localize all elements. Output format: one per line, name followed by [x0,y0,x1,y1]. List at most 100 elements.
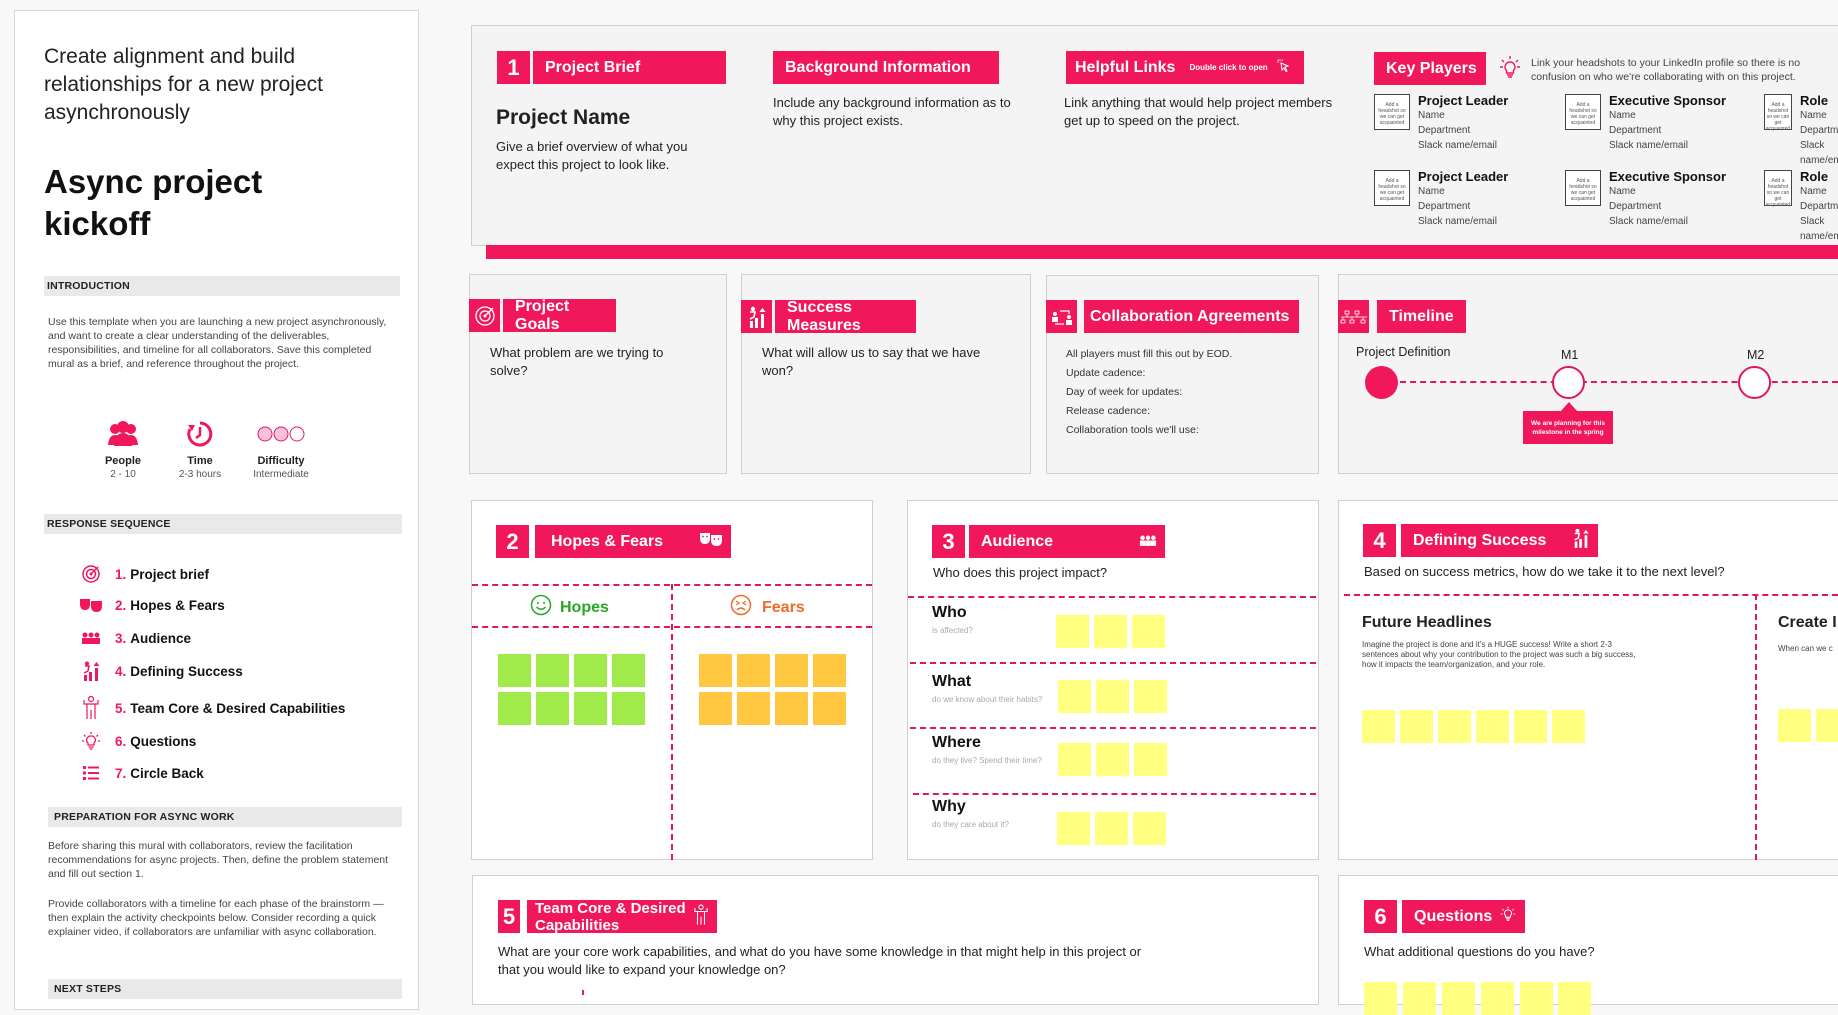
sticky-note-fear[interactable] [813,654,846,687]
sequence-item-label: Defining Success [130,663,243,679]
sticky-note-hope[interactable] [498,654,531,687]
player-card[interactable]: Add a headshot so we can get acquainted … [1565,94,1726,153]
sequence-item-circle-back[interactable]: 7. Circle Back [77,762,204,784]
sticky-note-hope[interactable] [612,692,645,725]
sticky-note-hope[interactable] [536,692,569,725]
sequence-item-questions[interactable]: 6. Questions [77,730,196,752]
introduction-text: Use this template when you are launching… [48,316,387,370]
success-measures-header: Success Measures [775,299,916,334]
future-headlines-text: Imagine the project is done and it's a H… [1362,640,1636,669]
milestone-label-2: M2 [1747,348,1765,362]
sticky-note[interactable] [1558,982,1591,1015]
sticky-note-hope[interactable] [574,692,607,725]
theater-masks-icon [77,594,105,616]
sticky-note-fear[interactable] [737,654,770,687]
sticky-note[interactable] [1364,982,1397,1015]
stat-people: People 2 - 10 [83,419,163,480]
project-name[interactable]: Project Name [496,106,631,129]
divider [1755,594,1757,860]
sticky-note[interactable] [1132,615,1165,648]
sequence-item-label: Circle Back [130,765,204,781]
team-core-prompt: What are your core work capabilities, an… [498,944,1142,977]
headshot-placeholder[interactable]: Add a headshot so we can get acquainted [1565,94,1601,130]
sticky-note[interactable] [1134,680,1167,713]
sticky-note-fear[interactable] [775,692,808,725]
audience-prompt: Who does this project impact? [933,565,1108,580]
sticky-note[interactable] [1403,982,1436,1015]
player-card[interactable]: Add a headshot so we can get acquainted … [1764,93,1838,166]
project-goals-text[interactable]: What problem are we trying to solve? [490,345,664,378]
sticky-note[interactable] [1058,743,1091,776]
sticky-note-hope[interactable] [612,654,645,687]
player-card[interactable]: Add a headshot so we can get acquainted … [1374,94,1508,153]
sequence-item-team-core[interactable]: 5. Team Core & Desired Capabilities [77,696,345,719]
headshot-placeholder[interactable]: Add a headshot so we can get acquainted [1565,170,1601,206]
helpful-links-text[interactable]: Link anything that would help project me… [1064,95,1333,128]
sticky-note[interactable] [1362,710,1395,743]
sticky-note-hope[interactable] [574,654,607,687]
section-number: 6 [1364,900,1397,933]
sequence-item-label: Project brief [130,566,210,582]
headshot-placeholder[interactable]: Add a headshot so we can get acquainted [1764,94,1792,132]
sticky-note[interactable] [1438,710,1471,743]
sticky-note[interactable] [1481,982,1514,1015]
sequence-item-project-brief[interactable]: 1. Project brief [77,563,209,585]
hopes-column-header: Hopes [530,594,609,621]
create-section-text: When can we c [1778,644,1833,653]
sequence-item-label: Audience [130,630,192,646]
collaboration-lines[interactable]: All players must fill this out by EOD. U… [1066,348,1233,436]
audience-row-title: Why [932,798,966,815]
left-info-panel: Create alignment and build relationships… [14,10,419,1010]
sticky-note[interactable] [1096,680,1129,713]
background-text[interactable]: Include any background information as to… [773,95,1011,128]
questions-prompt: What additional questions do you have? [1364,944,1595,959]
sticky-note-hope[interactable] [498,692,531,725]
success-measures-text[interactable]: What will allow us to say that we have w… [762,345,981,378]
sticky-note[interactable] [1094,615,1127,648]
sticky-note[interactable] [1442,982,1475,1015]
sticky-note[interactable] [1133,812,1166,845]
introduction-heading: INTRODUCTION [44,276,400,296]
milestone-marker-filled[interactable] [1365,366,1398,399]
sticky-note[interactable] [1056,615,1089,648]
lightbulb-icon [1500,905,1516,928]
sticky-note[interactable] [1520,982,1553,1015]
sticky-note[interactable] [1057,812,1090,845]
milestone-marker-m1[interactable] [1552,366,1585,399]
helpful-links-header[interactable]: Helpful Links Double click to open [1066,51,1304,84]
headshot-placeholder[interactable]: Add a headshot so we can get acquainted [1374,94,1410,130]
player-card[interactable]: Add a headshot so we can get acquainted … [1374,170,1508,229]
sticky-note-hope[interactable] [536,654,569,687]
headshot-placeholder[interactable]: Add a headshot so we can get acquainted [1374,170,1410,206]
defining-success-prompt: Based on success metrics, how do we take… [1364,564,1725,579]
audience-row-subtitle: do they care about it? [932,820,1009,829]
sticky-note[interactable] [1400,710,1433,743]
sticky-note-fear[interactable] [699,654,732,687]
sticky-note-fear[interactable] [737,692,770,725]
cursor-click-icon [1276,58,1290,77]
player-card[interactable]: Add a headshot so we can get acquainted … [1565,170,1726,229]
sticky-note[interactable] [1514,710,1547,743]
project-description[interactable]: Give a brief overview of what you expect… [496,139,688,172]
sticky-note[interactable] [1778,709,1811,742]
sequence-item-audience[interactable]: 3. Audience [77,627,191,649]
player-card[interactable]: Add a headshot so we can get acquainted … [1764,169,1838,242]
sticky-note[interactable] [1134,743,1167,776]
sequence-item-defining-success[interactable]: 4. Defining Success [77,660,243,682]
sequence-item-hopes-fears[interactable]: 2. Hopes & Fears [77,594,225,616]
sticky-note-fear[interactable] [813,692,846,725]
sticky-note[interactable] [1095,812,1128,845]
sticky-note[interactable] [1552,710,1585,743]
sticky-note[interactable] [1476,710,1509,743]
milestone-marker-m2[interactable] [1738,366,1771,399]
sticky-note-fear[interactable] [699,692,732,725]
timeline-line [1400,381,1838,383]
sticky-note[interactable] [1096,743,1129,776]
sticky-note[interactable] [1058,680,1091,713]
collaboration-icon [1046,300,1077,333]
sticky-note-fear[interactable] [775,654,808,687]
milestone-callout[interactable]: We are planning for this milestone in th… [1523,411,1613,444]
headshot-placeholder[interactable]: Add a headshot so we can get acquainted [1764,170,1792,208]
project-brief-header: Project Brief [533,51,726,84]
sticky-note[interactable] [1816,709,1838,742]
